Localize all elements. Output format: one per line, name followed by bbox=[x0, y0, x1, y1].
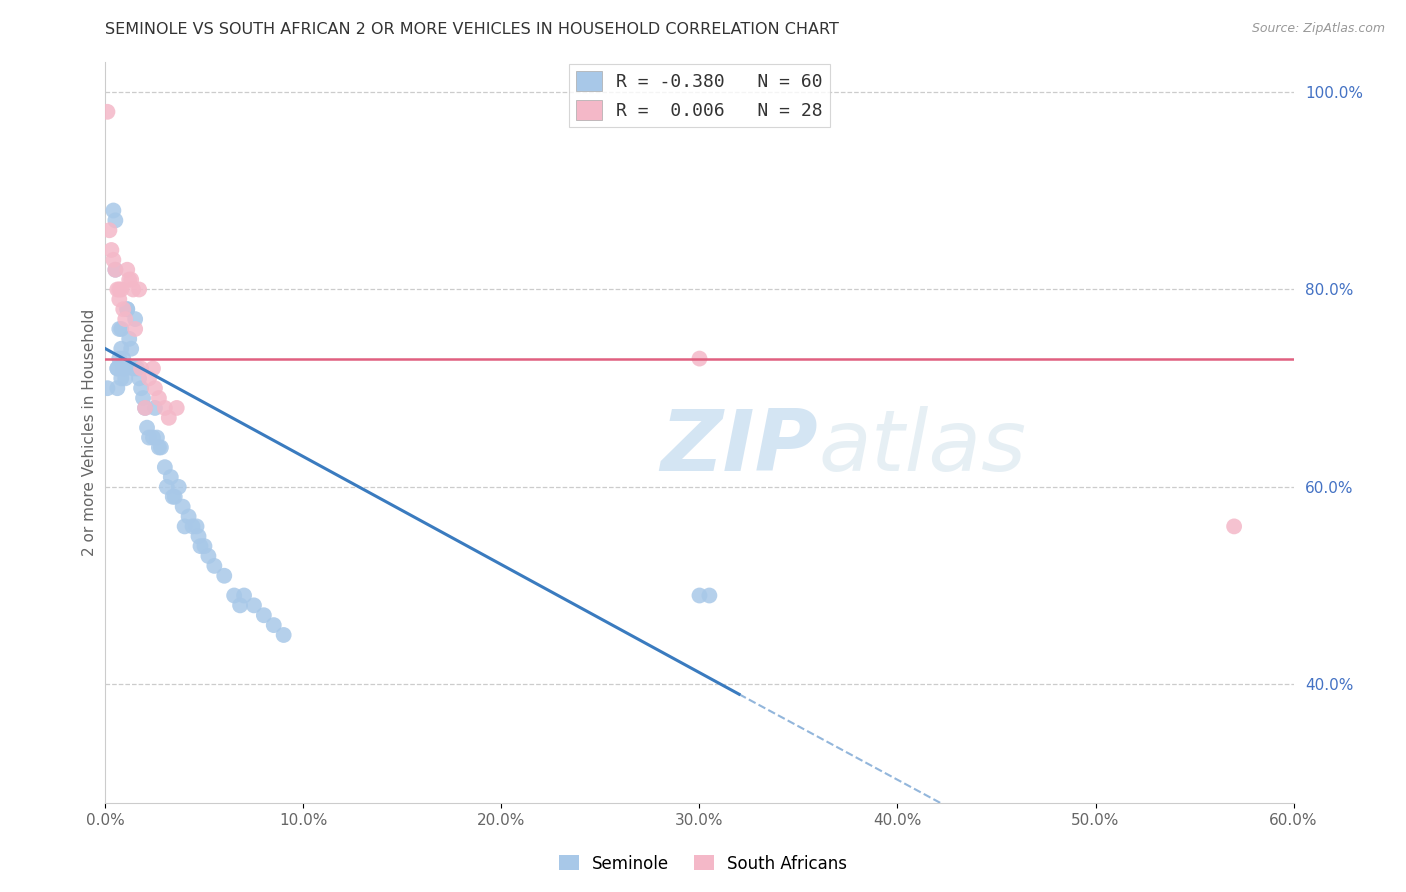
Point bbox=[173, 519, 195, 533]
Point bbox=[112, 351, 135, 366]
Point bbox=[122, 283, 145, 297]
Point bbox=[233, 589, 256, 603]
Point bbox=[115, 302, 138, 317]
Point bbox=[162, 490, 184, 504]
Point bbox=[98, 223, 121, 237]
Point bbox=[181, 519, 204, 533]
Point bbox=[132, 391, 155, 405]
Point bbox=[129, 381, 152, 395]
Point bbox=[224, 589, 246, 603]
Point bbox=[105, 361, 128, 376]
Point bbox=[159, 470, 181, 484]
Point bbox=[229, 599, 252, 613]
Point bbox=[143, 401, 166, 415]
Point bbox=[153, 401, 176, 415]
Point bbox=[114, 361, 136, 376]
Point bbox=[110, 342, 132, 356]
Point bbox=[157, 410, 180, 425]
Point bbox=[108, 293, 131, 307]
Point bbox=[156, 480, 179, 494]
Legend: Seminole, South Africans: Seminole, South Africans bbox=[553, 848, 853, 880]
Point bbox=[167, 480, 190, 494]
Text: ZIP: ZIP bbox=[661, 406, 818, 489]
Point bbox=[128, 283, 150, 297]
Text: SEMINOLE VS SOUTH AFRICAN 2 OR MORE VEHICLES IN HOUSEHOLD CORRELATION CHART: SEMINOLE VS SOUTH AFRICAN 2 OR MORE VEHI… bbox=[105, 22, 839, 37]
Point bbox=[149, 441, 172, 455]
Point bbox=[124, 322, 146, 336]
Point bbox=[120, 342, 142, 356]
Point bbox=[193, 539, 215, 553]
Point bbox=[243, 599, 266, 613]
Point bbox=[112, 361, 135, 376]
Text: atlas: atlas bbox=[818, 406, 1026, 489]
Point bbox=[138, 431, 160, 445]
Point bbox=[172, 500, 194, 514]
Point bbox=[699, 589, 721, 603]
Point bbox=[187, 529, 209, 543]
Point bbox=[128, 371, 150, 385]
Point bbox=[124, 312, 146, 326]
Point bbox=[112, 302, 135, 317]
Y-axis label: 2 or more Vehicles in Household: 2 or more Vehicles in Household bbox=[82, 309, 97, 557]
Point bbox=[1223, 519, 1246, 533]
Point bbox=[689, 351, 711, 366]
Point bbox=[120, 272, 142, 286]
Point bbox=[190, 539, 212, 553]
Point bbox=[115, 262, 138, 277]
Point bbox=[103, 203, 125, 218]
Point bbox=[134, 401, 156, 415]
Point bbox=[103, 252, 125, 267]
Point bbox=[253, 608, 276, 623]
Point bbox=[142, 361, 165, 376]
Point bbox=[122, 361, 145, 376]
Point bbox=[104, 262, 127, 277]
Point bbox=[163, 490, 186, 504]
Point bbox=[138, 371, 160, 385]
Point bbox=[273, 628, 295, 642]
Point bbox=[146, 431, 169, 445]
Point bbox=[104, 262, 127, 277]
Point bbox=[114, 371, 136, 385]
Point bbox=[127, 361, 149, 376]
Point bbox=[118, 332, 141, 346]
Point bbox=[105, 381, 128, 395]
Point bbox=[115, 302, 138, 317]
Point bbox=[197, 549, 219, 563]
Point bbox=[110, 371, 132, 385]
Point bbox=[148, 441, 170, 455]
Text: Source: ZipAtlas.com: Source: ZipAtlas.com bbox=[1251, 22, 1385, 36]
Point bbox=[689, 589, 711, 603]
Point bbox=[186, 519, 208, 533]
Point bbox=[96, 104, 118, 119]
Point bbox=[105, 361, 128, 376]
Point bbox=[108, 322, 131, 336]
Point bbox=[100, 243, 122, 257]
Point bbox=[136, 420, 159, 434]
Point bbox=[110, 283, 132, 297]
Point bbox=[153, 460, 176, 475]
Point bbox=[114, 312, 136, 326]
Point bbox=[118, 272, 141, 286]
Point bbox=[96, 381, 118, 395]
Point bbox=[134, 401, 156, 415]
Point bbox=[166, 401, 188, 415]
Point bbox=[142, 431, 165, 445]
Point bbox=[129, 361, 152, 376]
Point bbox=[108, 351, 131, 366]
Point bbox=[202, 558, 225, 573]
Point bbox=[214, 568, 236, 582]
Point bbox=[177, 509, 200, 524]
Legend: R = -0.380   N = 60, R =  0.006   N = 28: R = -0.380 N = 60, R = 0.006 N = 28 bbox=[569, 64, 830, 128]
Point bbox=[104, 213, 127, 227]
Point bbox=[108, 283, 131, 297]
Point bbox=[143, 381, 166, 395]
Point bbox=[105, 283, 128, 297]
Point bbox=[148, 391, 170, 405]
Point bbox=[263, 618, 285, 632]
Point bbox=[110, 322, 132, 336]
